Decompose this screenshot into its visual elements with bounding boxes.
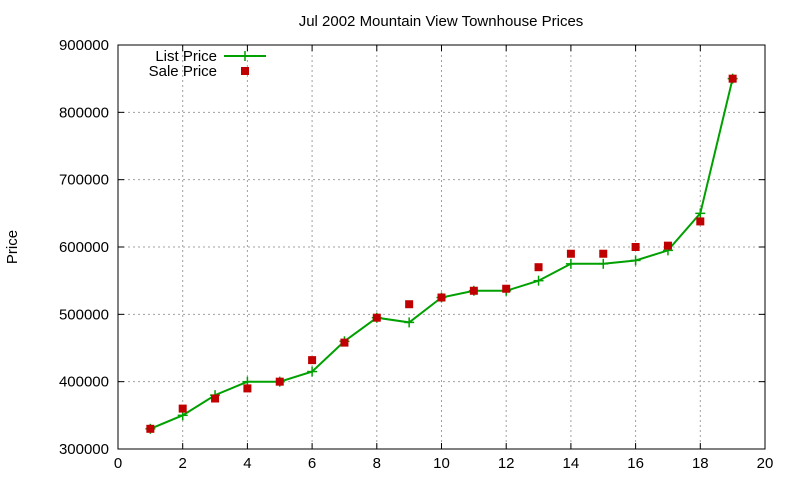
sale-price-point (599, 249, 608, 258)
legend-marker-sale-price (241, 67, 249, 75)
x-tick-label: 12 (498, 455, 515, 472)
sale-price-point (534, 263, 543, 272)
x-tick-label: 14 (563, 455, 580, 472)
sale-price-point (211, 394, 220, 403)
sale-price-point (178, 404, 187, 413)
y-tick-label: 400000 (59, 374, 109, 391)
x-tick-label: 18 (692, 455, 709, 472)
sale-price-point (243, 384, 252, 393)
x-tick-label: 4 (243, 455, 251, 472)
list-price-point (630, 255, 641, 266)
axis-ticks: 0 2 4 6 8 10 12 14 16 18 20 300000 400000 500000 60000… (59, 37, 773, 472)
y-tick-label: 700000 (59, 172, 109, 189)
sale-price-point (696, 217, 705, 226)
legend-label-sale-price: Sale Price (149, 63, 217, 80)
list-price-point (307, 366, 318, 377)
sale-price-point (469, 286, 478, 295)
sale-price-point (566, 249, 575, 258)
sale-price-point (275, 377, 284, 386)
y-tick-label: 800000 (59, 104, 109, 121)
sale-price-point (631, 243, 640, 251)
sale-price-point (502, 284, 511, 293)
list-price-point (565, 258, 576, 269)
x-tick-label: 10 (433, 455, 450, 472)
list-price-point (533, 275, 544, 286)
chart-title: Jul 2002 Mountain View Townhouse Prices (299, 13, 584, 30)
series (145, 73, 738, 434)
list-price-point (695, 208, 706, 219)
y-tick-label: 500000 (59, 306, 109, 323)
sale-price-point (146, 424, 155, 433)
list-price-point (598, 258, 609, 269)
x-tick-label: 2 (179, 455, 187, 472)
x-tick-label: 0 (114, 455, 122, 472)
legend-marker-list-price (240, 51, 250, 61)
sale-price-point (663, 241, 672, 250)
sale-price-point (340, 338, 349, 347)
y-tick-label: 900000 (59, 37, 109, 54)
sale-price-point (308, 356, 317, 365)
list-price-point (404, 317, 415, 328)
x-tick-label: 6 (308, 455, 316, 472)
x-tick-label: 8 (373, 455, 381, 472)
y-axis-label: Price (4, 230, 21, 264)
x-tick-label: 20 (757, 455, 774, 472)
sale-price-point (372, 313, 381, 322)
legend: List Price Sale Price (149, 48, 266, 80)
sale-price-point (728, 74, 737, 83)
x-tick-label: 16 (627, 455, 644, 472)
sale-price-point (405, 300, 414, 309)
y-tick-label: 600000 (59, 239, 109, 256)
sale-price-point (437, 293, 446, 302)
legend-label-list-price: List Price (155, 48, 217, 65)
y-tick-label: 300000 (59, 441, 109, 458)
